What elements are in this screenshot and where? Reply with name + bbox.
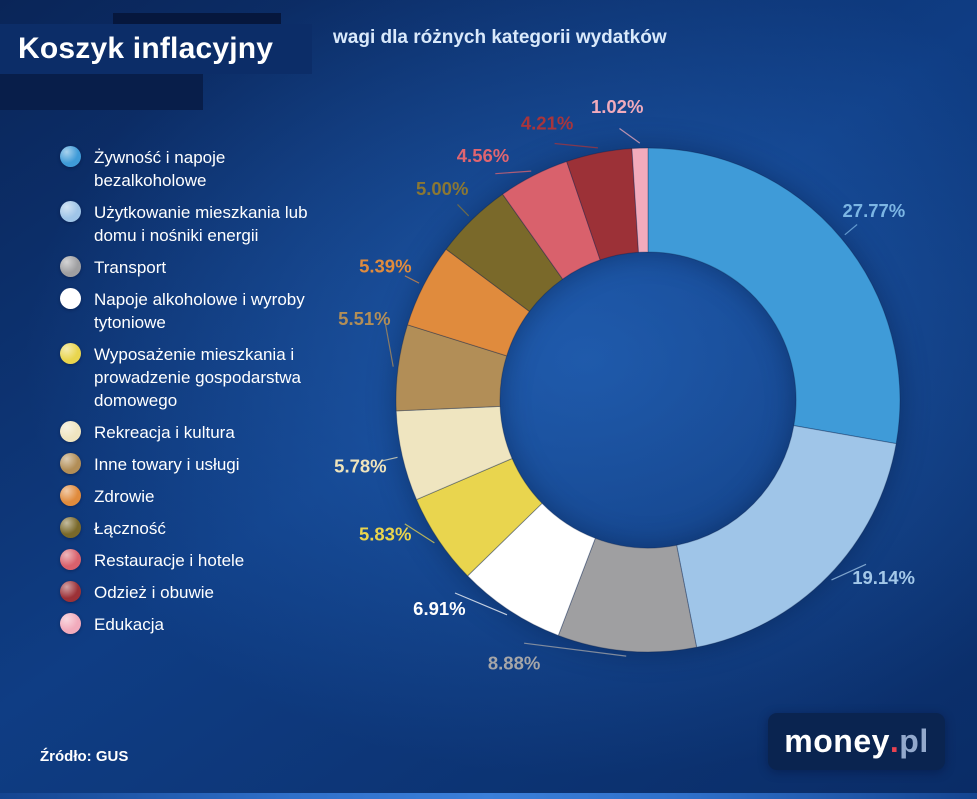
legend-swatch [60, 201, 81, 222]
percent-label-0: 27.77% [843, 200, 906, 221]
legend: Żywność i napoje bezalkoholowe Użytkowani… [60, 146, 322, 645]
page-title: Koszyk inflacyjny [18, 32, 274, 65]
percent-label-3: 6.91% [413, 598, 465, 619]
legend-label: Żywność i napoje bezalkoholowe [94, 148, 226, 190]
legend-swatch [60, 453, 81, 474]
legend-swatch [60, 549, 81, 570]
percent-leader-line [404, 275, 420, 284]
title-box: Koszyk inflacyjny [0, 24, 312, 74]
brand-logo: money. pl [768, 713, 945, 770]
logo-money-text: money [784, 723, 890, 759]
percent-label-4: 5.83% [359, 523, 411, 544]
percent-leader-line [554, 142, 598, 149]
percent-leader-line [457, 203, 470, 217]
bottom-accent-strip [0, 793, 977, 799]
legend-item: Restauracje i hotele [60, 549, 322, 572]
legend-swatch [60, 421, 81, 442]
donut-slice-11 [631, 147, 649, 253]
percent-leader-line [404, 523, 435, 544]
legend-label: Użytkowanie mieszkania lub domu i nośnik… [94, 203, 308, 245]
donut-slice-8 [445, 193, 564, 313]
legend-swatch [60, 613, 81, 634]
percent-label-9: 4.56% [457, 145, 509, 166]
donut-percent-labels: 27.77% 19.14% 8.88% 6.91% 5.83% 5.78% 5.51% 5.3… [334, 96, 915, 673]
legend-item: Łączność [60, 517, 322, 540]
donut-leader-lines [381, 128, 867, 657]
legend-swatch [60, 256, 81, 277]
legend-item: Rekreacja i kultura [60, 421, 322, 444]
donut-slice-0 [647, 147, 901, 445]
percent-leader-line [454, 592, 508, 616]
legend-swatch [60, 581, 81, 602]
legend-label: Transport [94, 258, 167, 277]
percent-leader-line [831, 563, 867, 581]
legend-item: Napoje alkoholowe i wyroby tytoniowe [60, 288, 322, 334]
legend-item: Zdrowie [60, 485, 322, 508]
donut-slice-1 [676, 425, 897, 648]
legend-item: Inne towary i usługi [60, 453, 322, 476]
percent-label-5: 5.78% [334, 455, 386, 476]
legend-swatch [60, 517, 81, 538]
legend-swatch [60, 146, 81, 167]
percent-leader-line [381, 456, 398, 462]
source-note: Źródło: GUS [40, 748, 129, 765]
legend-label: Wyposażenie mieszkania i prowadzenie gos… [94, 345, 301, 410]
donut-slice-6 [395, 324, 508, 412]
percent-label-10: 4.21% [521, 112, 573, 133]
legend-label: Łączność [94, 519, 166, 538]
title-backdrop-bottom [0, 74, 203, 110]
legend-item: Wyposażenie mieszkania i prowadzenie gos… [60, 343, 322, 412]
legend-swatch [60, 343, 81, 364]
legend-item: Transport [60, 256, 322, 279]
percent-label-2: 8.88% [488, 652, 540, 673]
legend-label: Restauracje i hotele [94, 551, 245, 570]
percent-label-6: 5.51% [338, 308, 390, 329]
logo-dot: . [889, 723, 900, 759]
legend-item: Odzież i obuwie [60, 581, 322, 604]
percent-label-11: 1.02% [591, 96, 643, 117]
legend-label: Napoje alkoholowe i wyroby tytoniowe [94, 290, 305, 332]
percent-label-7: 5.39% [359, 255, 411, 276]
legend-swatch [60, 485, 81, 506]
legend-label: Inne towary i usługi [94, 455, 240, 474]
chart-subtitle: wagi dla różnych kategorii wydatków [333, 27, 667, 48]
percent-leader-line [385, 324, 394, 367]
percent-label-8: 5.00% [416, 178, 468, 199]
percent-leader-line [844, 224, 858, 236]
legend-swatch [60, 288, 81, 309]
donut-slices [395, 147, 901, 653]
legend-item: Edukacja [60, 613, 322, 636]
logo-pl-text: pl [899, 723, 929, 759]
percent-label-1: 19.14% [852, 567, 915, 588]
legend-item: Użytkowanie mieszkania lub domu i nośnik… [60, 201, 322, 247]
percent-leader-line [524, 642, 627, 657]
percent-leader-line [495, 170, 532, 175]
legend-label: Odzież i obuwie [94, 583, 215, 602]
legend-label: Zdrowie [94, 487, 155, 506]
legend-label: Edukacja [94, 615, 164, 634]
percent-leader-line [619, 128, 641, 144]
legend-label: Rekreacja i kultura [94, 423, 235, 442]
legend-item: Żywność i napoje bezalkoholowe [60, 146, 322, 192]
